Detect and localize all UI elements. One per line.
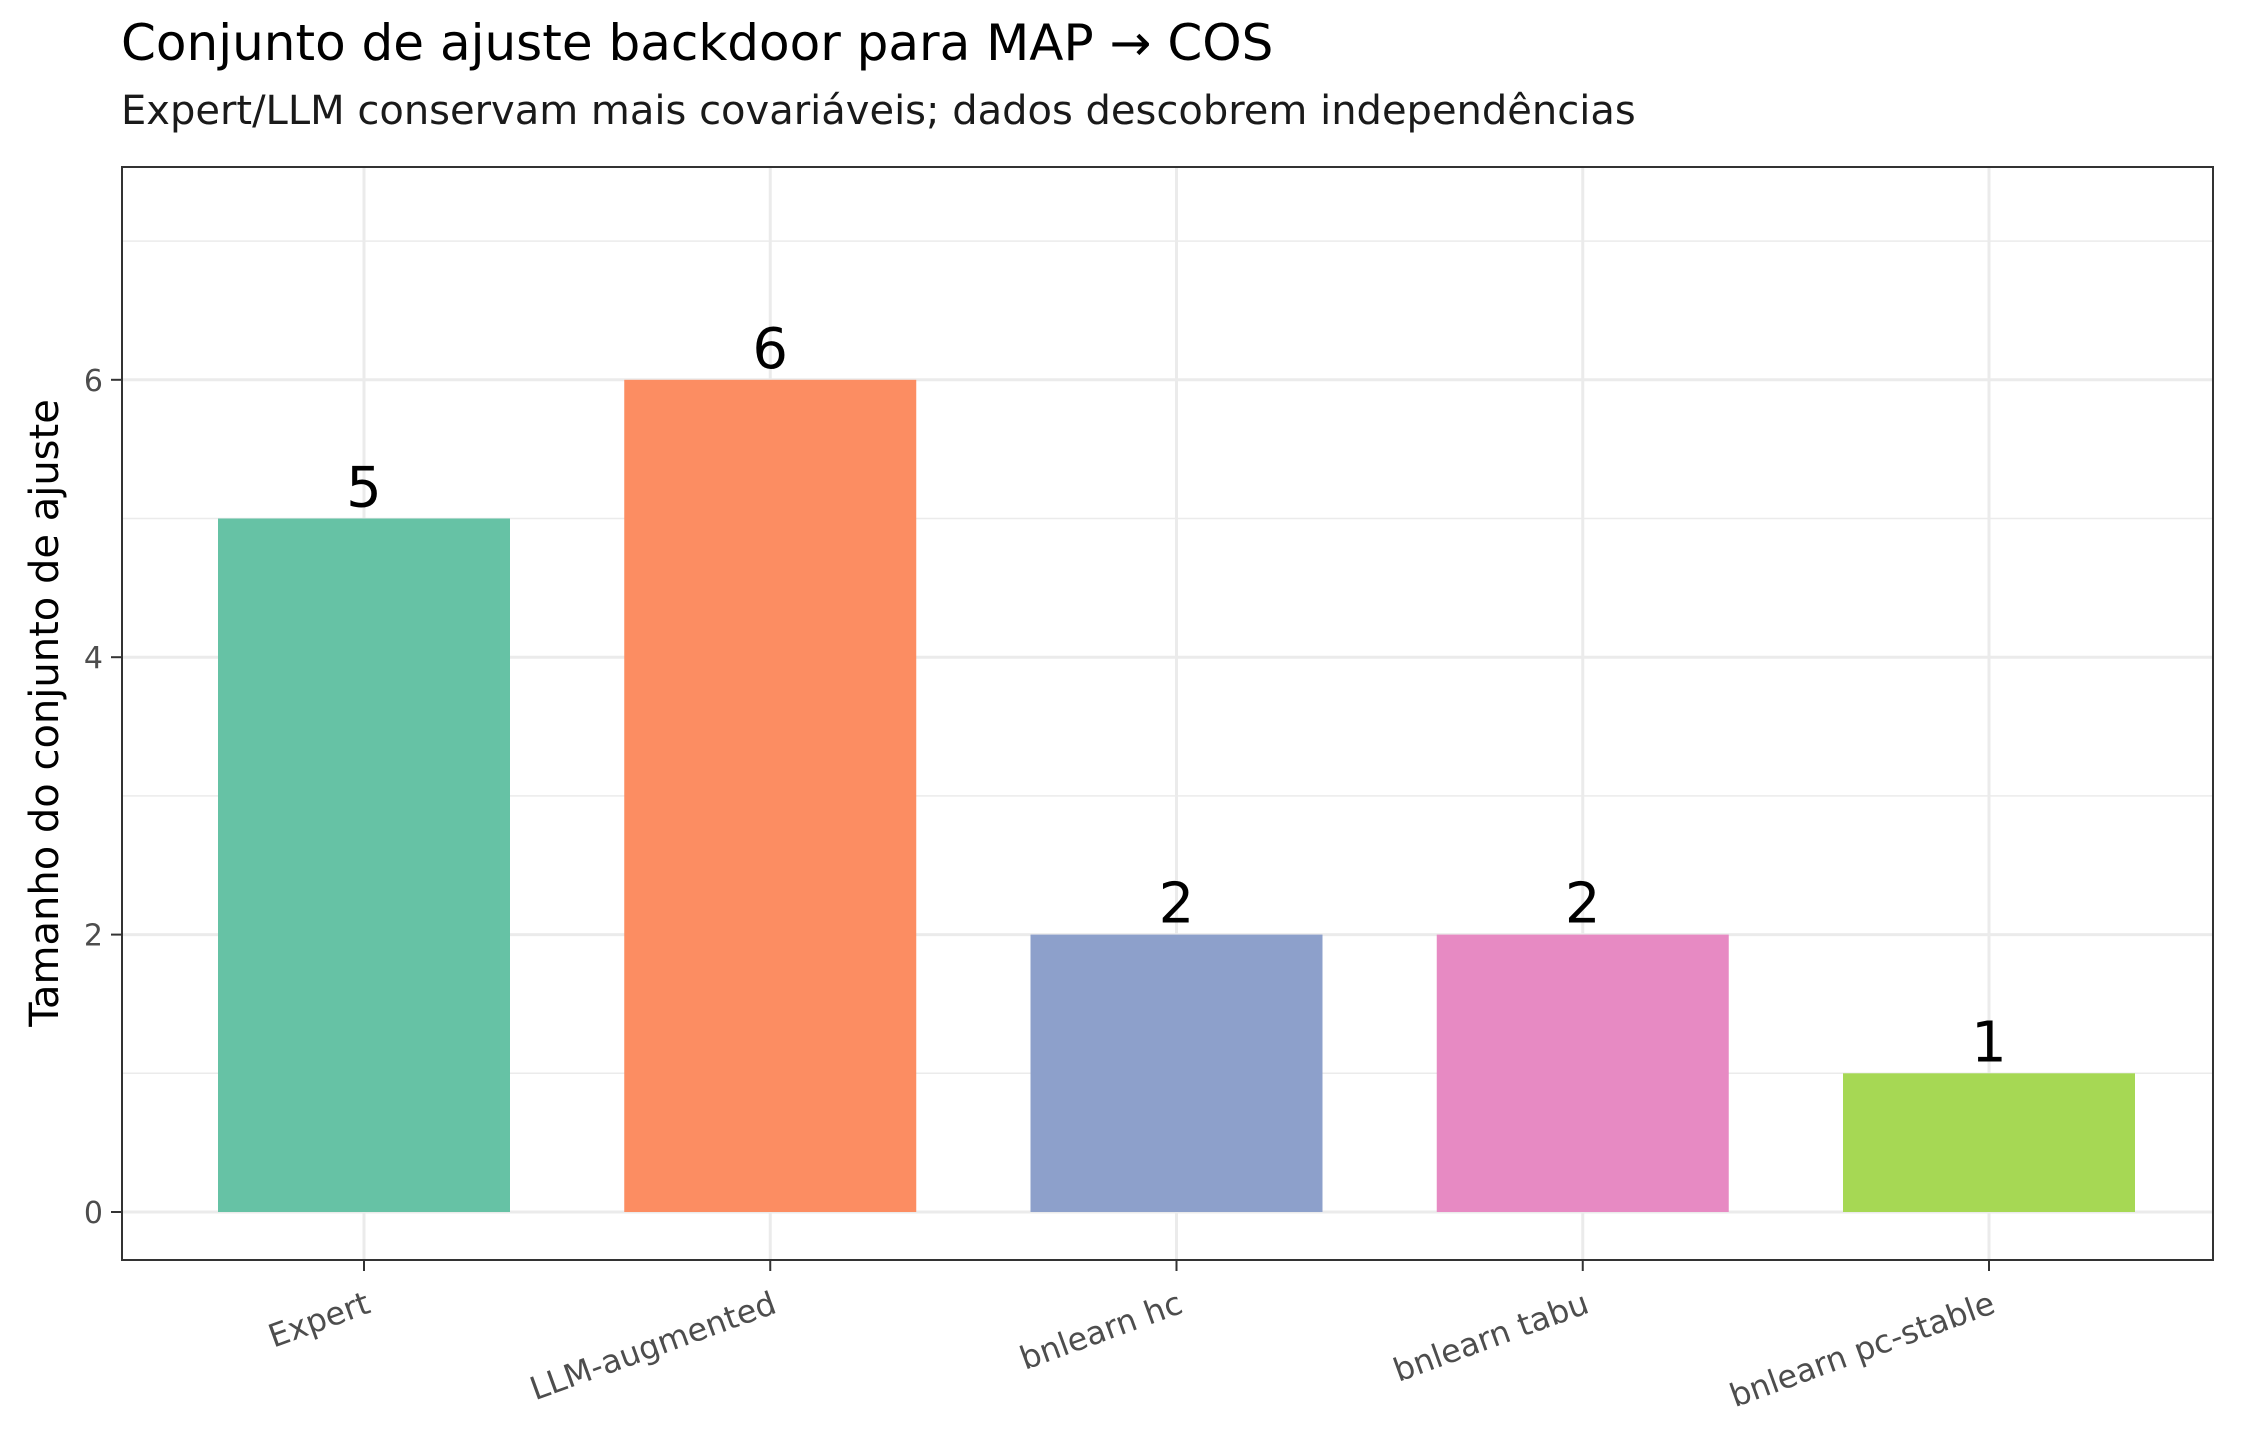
x-tick-label: bnlearn pc-stable <box>1725 1284 2000 1415</box>
y-tick-label: 6 <box>84 364 103 399</box>
bar-llm-augmented <box>624 379 917 1212</box>
data-label: 6 <box>752 317 788 382</box>
bar-expert <box>218 518 510 1212</box>
data-label: 2 <box>1565 872 1601 937</box>
x-tick-label: Expert <box>263 1284 375 1356</box>
y-tick-label: 4 <box>84 641 103 676</box>
bars <box>218 379 2135 1212</box>
x-tick-label: bnlearn tabu <box>1388 1284 1593 1390</box>
y-axis-label: Tamanho do conjunto de ajuste <box>22 399 68 1028</box>
data-label: 5 <box>346 456 382 521</box>
chart-title: Conjunto de ajuste backdoor para MAP → C… <box>121 14 1274 72</box>
y-tick-label: 2 <box>84 919 103 954</box>
bar-bnlearn-tabu <box>1436 934 1729 1212</box>
x-tick-label: LLM-augmented <box>525 1284 781 1408</box>
y-tick-label: 0 <box>84 1196 103 1231</box>
chart-subtitle: Expert/LLM conservam mais covariáveis; d… <box>121 88 1636 134</box>
bar-bnlearn-pc-stable <box>1843 1073 2135 1212</box>
plot-panel-border <box>121 166 2214 1261</box>
data-labels: 5 6 2 2 1 <box>346 317 2007 1076</box>
x-tick-label: bnlearn hc <box>1015 1284 1187 1378</box>
bar-bnlearn-hc <box>1030 934 1323 1212</box>
data-label: 2 <box>1159 872 1195 937</box>
data-label: 1 <box>1971 1010 2007 1075</box>
